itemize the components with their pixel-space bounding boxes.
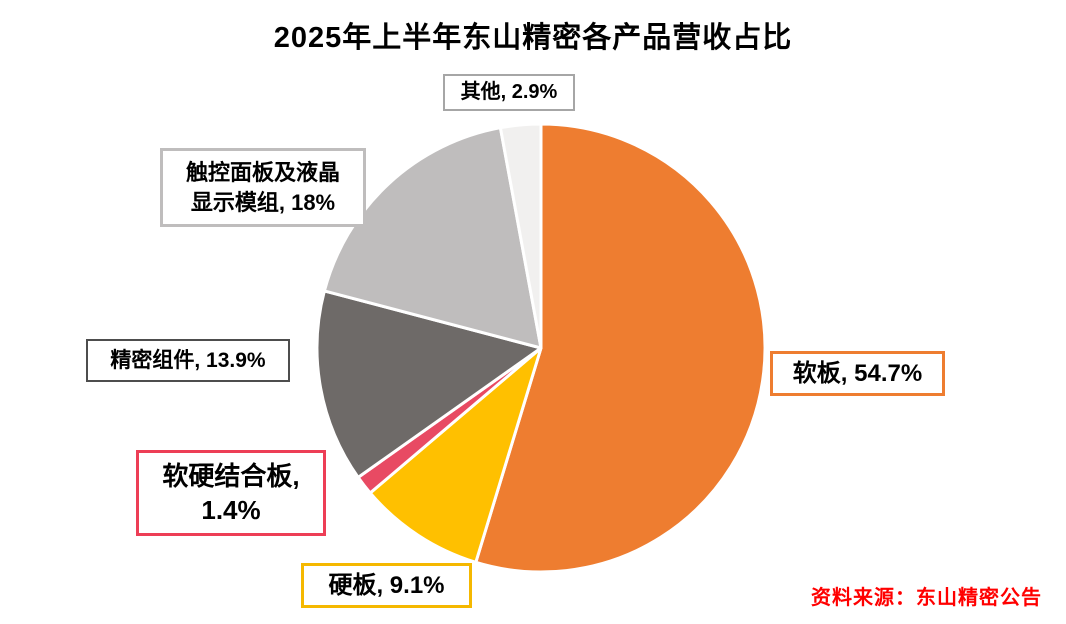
pie-chart — [315, 122, 767, 574]
label-precision-line1: 精密组件, 13.9% — [110, 348, 266, 372]
label-others: 其他, 2.9% — [443, 74, 575, 111]
label-rigid-flex-board: 软硬结合板, 1.4% — [136, 450, 326, 536]
chart-title: 2025年上半年东山精密各产品营收占比 — [273, 22, 793, 54]
pie-slice-touch-lcd-module — [322, 126, 543, 350]
label-touch-lcd-module: 触控面板及液晶 显示模组, 18% — [160, 148, 366, 227]
label-others-line1: 其他, 2.9% — [460, 81, 558, 104]
source-text: 资料来源：东山精密公告 — [811, 587, 1042, 609]
pie-slice-precision-components — [315, 289, 543, 479]
label-rigid-line1: 硬板, 9.1% — [328, 571, 445, 599]
label-precision-components: 精密组件, 13.9% — [86, 339, 290, 382]
label-rigid-flex-line2: 1.4% — [201, 495, 261, 525]
pie-slice-rigid-board — [368, 346, 543, 564]
label-rigid-board: 硬板, 9.1% — [301, 563, 472, 608]
label-touch-lcd-line2: 显示模组, 18% — [190, 189, 336, 215]
label-touch-lcd-line1: 触控面板及液晶 — [185, 160, 340, 186]
label-soft-board: 软板, 54.7% — [770, 351, 945, 396]
label-soft-line1: 软板, 54.7% — [792, 359, 923, 387]
pie-slice-others — [498, 122, 543, 350]
pie-slice-soft-board — [474, 122, 767, 574]
label-rigid-flex-line1: 软硬结合板, — [162, 460, 300, 491]
